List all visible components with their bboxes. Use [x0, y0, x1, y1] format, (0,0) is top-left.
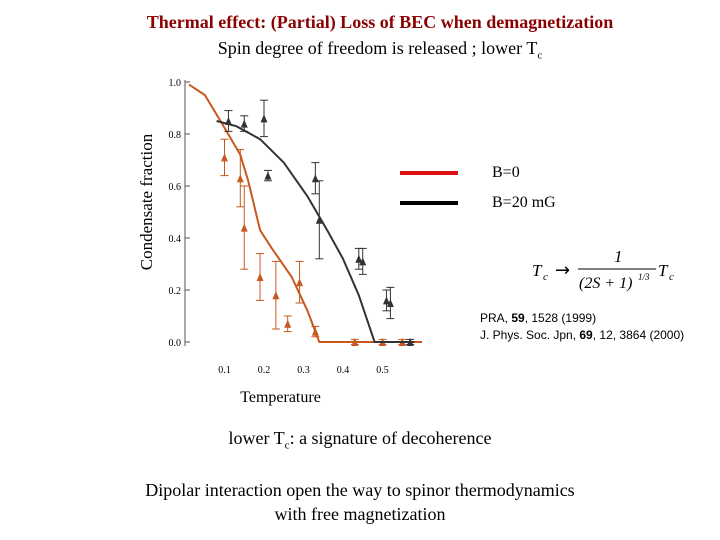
data-point-b20 [264, 171, 272, 180]
slide-subtitle: Spin degree of freedom is released ; low… [0, 38, 720, 62]
formula-tc-left-sub: c [543, 271, 548, 283]
x-tick-label: 0.2 [258, 365, 271, 376]
data-point-b0 [351, 338, 359, 346]
data-point-b20 [224, 117, 232, 125]
tc-formula: T c → 1 (2S + 1) 1/3 T c [532, 247, 674, 292]
data-point-b0 [284, 319, 292, 328]
formula-arrow: → [555, 260, 570, 281]
data-point-b20 [359, 257, 367, 266]
data-point-b20 [311, 174, 319, 183]
fit-curve-b0 [188, 83, 422, 343]
data-point-b20 [260, 114, 268, 123]
y-axis-title: Condensate fraction [137, 133, 156, 270]
condensate-fraction-chart: 0.0 0.2 0.4 0.6 0.8 1.0 0.1 0.2 0.3 0.4 0.5 Tempera… [137, 78, 430, 406]
slide-title: Thermal effect: (Partial) Loss of BEC wh… [146, 12, 614, 32]
data-point-b20 [382, 296, 390, 305]
formula-numerator: 1 [614, 247, 623, 266]
reference-pra: PRA, 59, 1528 (1999) [480, 311, 597, 325]
data-point-b20 [406, 338, 414, 346]
data-point-b0 [256, 273, 264, 281]
reference-jpsj: J. Phys. Soc. Jpn, 69, 12, 3864 (2000) [480, 328, 685, 342]
conclusion: Dipolar interaction open the way to spin… [145, 480, 575, 524]
data-point-b20 [240, 119, 248, 128]
lower-tc-statement: lower Tc: a signature of decoherence [228, 428, 492, 452]
references: PRA, 59, 1528 (1999) J. Phys. Soc. Jpn, … [480, 310, 684, 344]
data-point-b0 [236, 174, 244, 183]
formula-exponent: 1/3 [638, 272, 650, 282]
legend-label-b20: B=20 mG [492, 194, 556, 211]
data-point-b0 [221, 153, 228, 162]
data-point-b0 [311, 327, 319, 336]
y-tick-label: 0.8 [169, 130, 182, 141]
y-tick-label: 1.0 [169, 78, 182, 89]
subtitle-text: Spin degree of freedom is released ; low… [217, 38, 538, 58]
subtitle-subscript: c [537, 49, 543, 62]
formula-tc-left: T [532, 261, 543, 280]
data-point-b0 [272, 291, 280, 300]
fit-curve-b20 [216, 120, 415, 343]
x-tick-label: 0.4 [337, 365, 350, 376]
formula-tc-right-sub: c [669, 271, 674, 283]
data-point-b20 [355, 254, 363, 263]
y-tick-label: 0.4 [169, 234, 182, 245]
data-point-b20 [386, 299, 394, 307]
data-point-b0 [296, 278, 304, 287]
x-axis-title: Temperature [240, 389, 321, 406]
y-tick-label: 0.0 [169, 338, 182, 349]
legend-line-b20 [400, 201, 458, 205]
x-tick-label: 0.1 [218, 365, 231, 376]
y-tick-label: 0.2 [169, 286, 182, 297]
legend-label-b0: B=0 [492, 164, 520, 181]
data-point-b20 [315, 215, 323, 224]
y-tick-label: 0.6 [169, 182, 182, 193]
data-point-b0 [240, 223, 248, 232]
x-tick-label: 0.3 [297, 365, 310, 376]
formula-tc-right: T [658, 261, 669, 280]
legend-line-b0 [400, 171, 458, 175]
x-tick-label: 0.5 [376, 365, 389, 376]
formula-denominator: (2S + 1) [579, 275, 632, 292]
